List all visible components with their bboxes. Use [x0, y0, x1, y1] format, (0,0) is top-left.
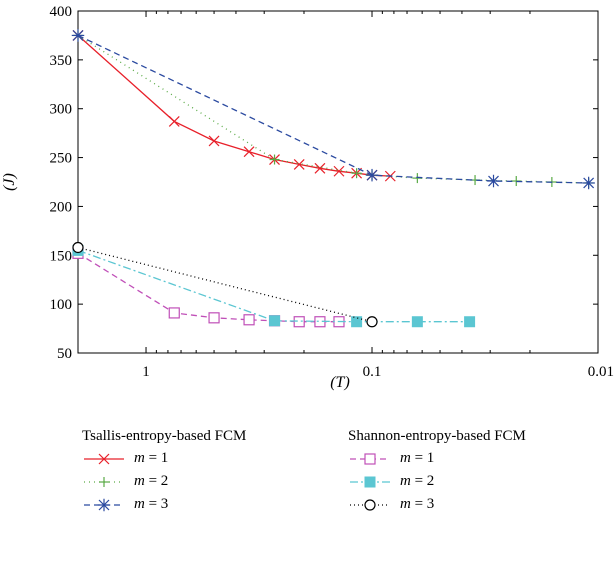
legend-entry: m = 3 [82, 493, 246, 516]
legend-label: m = 3 [400, 496, 435, 512]
legend-entry: m = 2 [82, 470, 246, 493]
legend-swatch-shannon-m3 [350, 498, 390, 511]
data-point [464, 316, 476, 328]
legend-marker [364, 476, 376, 487]
series-5 [72, 241, 378, 328]
series-line [77, 34, 589, 184]
legend-entry: m = 1 [348, 447, 526, 470]
marker-shape [293, 316, 305, 328]
series-line [77, 34, 589, 184]
legend-tsallis: Tsallis-entropy-based FCM m = 1 m = 2 m … [82, 428, 246, 516]
series-1 [73, 30, 594, 188]
data-point [366, 316, 378, 328]
data-point [351, 168, 362, 179]
data-point [72, 241, 84, 254]
legend-swatch-tsallis-m3 [84, 498, 124, 511]
legend-title-shannon: Shannon-entropy-based FCM [348, 428, 526, 444]
data-point [487, 174, 500, 188]
legend-entry: m = 1 [82, 447, 246, 470]
data-point [293, 316, 305, 328]
data-point [351, 316, 363, 328]
legend-label: m = 2 [134, 473, 169, 489]
legend-marker [97, 498, 111, 511]
y-tick-label: 350 [50, 53, 73, 69]
y-tick-label: 250 [50, 151, 73, 167]
y-tick-label: 50 [57, 346, 72, 362]
legend-title-tsallis: Tsallis-entropy-based FCM [82, 428, 247, 444]
marker-stroke [333, 165, 345, 177]
data-point [208, 135, 220, 147]
series-line [77, 246, 373, 323]
legend-swatch-shannon-m1 [350, 452, 390, 465]
series-line [77, 34, 391, 177]
legend-marker [99, 476, 109, 487]
data-point [365, 168, 379, 182]
legend-marker [98, 453, 110, 464]
data-point [208, 312, 220, 324]
x-tick-label: 1 [142, 364, 150, 380]
series-0 [72, 30, 396, 182]
data-point [293, 158, 305, 170]
x-tick-label: 0.1 [363, 364, 382, 380]
y-axis-label: (J) [1, 173, 18, 191]
marker-stroke [208, 135, 220, 147]
marker-shape [168, 307, 180, 319]
data-point [314, 162, 326, 174]
axes: 50 100 150 200 250 300 350 400 1 0.1 0.01 [50, 4, 615, 380]
legend-label: m = 1 [134, 450, 169, 466]
x-axis-label: (T) [330, 374, 350, 391]
marker-shape [72, 241, 84, 254]
data-point [269, 315, 281, 327]
marker-shape [411, 316, 423, 328]
legend-shannon: Shannon-entropy-based FCM m = 1 m = 2 m … [348, 428, 526, 516]
y-tick-label: 100 [50, 297, 73, 313]
data-point [168, 307, 180, 319]
y-tick-label: 200 [50, 199, 73, 215]
legend-entry: m = 2 [348, 470, 526, 493]
marker-shape [366, 316, 378, 328]
chart: 50 100 150 200 250 300 350 400 1 0.1 0.01 (J) (T) [1, 4, 615, 391]
series-3 [72, 247, 345, 328]
marker-shape [464, 316, 476, 328]
plot-series [71, 29, 595, 328]
data-point [269, 154, 280, 165]
marker-shape [269, 315, 281, 327]
data-point [582, 176, 595, 190]
marker-shape [351, 316, 363, 328]
marker-stroke [98, 453, 110, 464]
marker-stroke [168, 115, 180, 127]
legend-swatch-tsallis-m1 [84, 453, 124, 464]
marker-shape [364, 452, 376, 465]
marker-shape [364, 476, 376, 487]
plot-frame [77, 10, 599, 354]
data-point [333, 165, 345, 177]
data-point [411, 316, 423, 328]
legend-swatch-tsallis-m2 [84, 476, 124, 487]
data-point [168, 115, 180, 127]
x-tick-label: 0.01 [588, 364, 614, 380]
series-4 [72, 244, 476, 328]
data-point [71, 29, 85, 42]
legend-marker [364, 452, 376, 465]
data-point [243, 314, 255, 326]
legend-label: m = 2 [400, 473, 435, 489]
y-tick-label: 150 [50, 248, 73, 264]
series-line [77, 252, 339, 323]
marker-shape [243, 314, 255, 326]
marker-stroke [243, 146, 255, 158]
y-tick-label: 300 [50, 102, 73, 118]
legend-marker [364, 498, 376, 511]
legend-label: m = 3 [134, 496, 169, 512]
data-point [243, 146, 255, 158]
marker-stroke [314, 162, 326, 174]
legend-label: m = 1 [400, 450, 435, 466]
legend-swatch-shannon-m2 [350, 476, 390, 487]
series-line [77, 249, 470, 323]
marker-stroke [293, 158, 305, 170]
marker-shape [208, 312, 220, 324]
y-tick-label: 400 [50, 4, 73, 20]
legend-entry: m = 3 [348, 493, 526, 516]
series-2 [71, 29, 595, 190]
marker-shape [364, 498, 376, 511]
